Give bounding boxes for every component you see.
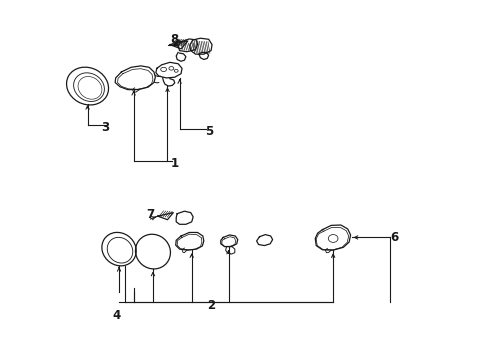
Text: 1: 1 <box>171 157 179 170</box>
Text: 2: 2 <box>207 299 215 312</box>
Text: 4: 4 <box>113 309 121 322</box>
Text: 7: 7 <box>146 208 154 221</box>
Text: 3: 3 <box>101 121 110 134</box>
Text: 6: 6 <box>390 231 398 244</box>
Text: 5: 5 <box>205 125 214 138</box>
Text: 8: 8 <box>170 33 178 46</box>
